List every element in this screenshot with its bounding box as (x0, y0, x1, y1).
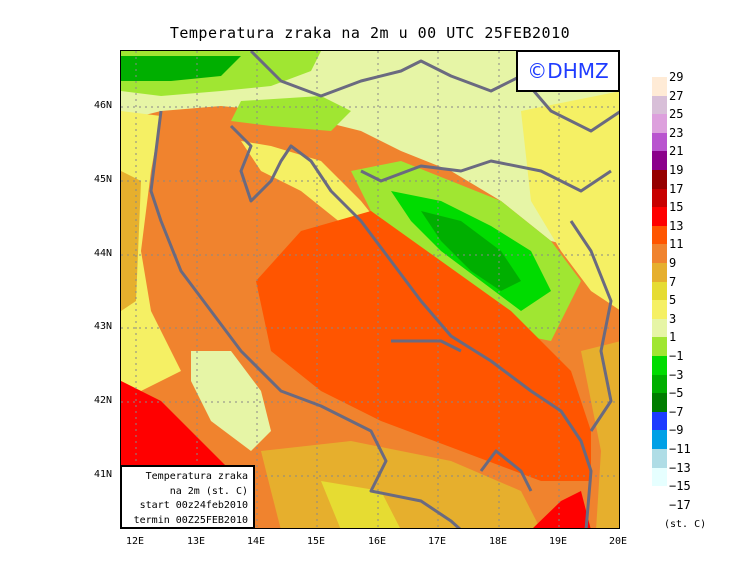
info-line-1: Temperatura zraka (145, 471, 248, 482)
legend-label: −9 (669, 423, 684, 438)
info-line-2: na 2m (st. C) (169, 485, 248, 497)
dinaric-green-dark (421, 211, 521, 291)
lat-label: 46N (94, 100, 113, 111)
legend-color-box (652, 411, 667, 431)
legend-color-box (652, 207, 667, 226)
legend-color-box (652, 132, 667, 152)
legend-label: 9 (669, 256, 677, 270)
legend-color-box (652, 170, 667, 189)
lon-label: 18E (488, 536, 508, 547)
lon-label: 17E (427, 536, 447, 547)
legend-color-box (652, 114, 667, 133)
legend-label: 13 (669, 218, 684, 233)
legend-label: −17 (669, 497, 691, 512)
legend-color-box (652, 430, 667, 449)
south-gold (261, 441, 540, 528)
legend-color-box (652, 244, 667, 263)
legend-color-box (652, 151, 667, 170)
legend-color-box (652, 188, 667, 208)
info-line-3: start 00z24feb2010 (139, 500, 248, 511)
legend-label: 23 (669, 125, 684, 140)
southeast-red (533, 491, 591, 528)
italy-cool (191, 351, 271, 451)
lat-label: 43N (94, 321, 113, 332)
legend-color-box (652, 393, 667, 412)
lat-label: 45N (94, 174, 113, 185)
legend-label: 3 (669, 311, 677, 326)
legend-label: 25 (669, 107, 684, 122)
land-yellow-east (521, 91, 619, 310)
legend-color-box (652, 449, 667, 468)
lon-label: 13E (186, 536, 206, 547)
legend-label: −13 (669, 460, 691, 475)
dhmz-logo: ©DHMZ (516, 50, 620, 92)
legend-label: −3 (669, 367, 684, 382)
lon-label: 15E (306, 536, 326, 547)
lat-label: 42N (94, 395, 113, 406)
lat-label: 41N (94, 469, 113, 480)
coastline (149, 51, 619, 528)
legend-label: 19 (669, 163, 684, 177)
lon-label: 16E (367, 536, 387, 547)
green-patches (231, 96, 351, 131)
legend-label: 15 (669, 200, 684, 215)
lon-label: 19E (548, 536, 568, 547)
info-box: Temperatura zraka na 2m (st. C) start 00… (120, 465, 255, 529)
legend-color-box (652, 95, 667, 115)
legend-color-box (652, 263, 667, 282)
legend-label: −7 (669, 404, 684, 419)
temperature-map (120, 50, 620, 529)
legend-color-box (652, 77, 667, 96)
legend-label: −1 (669, 349, 684, 363)
legend-label: −15 (669, 479, 691, 494)
legend-color-box (652, 300, 667, 319)
legend-label: 1 (669, 330, 677, 345)
lon-label: 14E (246, 536, 266, 547)
legend-color-box (652, 318, 667, 338)
legend-label: 7 (669, 274, 677, 289)
legend-label: 27 (669, 88, 684, 103)
adriatic-warm (256, 211, 591, 481)
lon-label: 20E (608, 536, 628, 547)
graticule (121, 51, 619, 528)
green-north-dark (121, 56, 241, 81)
lon-label: 12E (125, 536, 145, 547)
legend-label: 21 (669, 144, 684, 159)
legend-color-box (652, 467, 667, 487)
legend-label: −5 (669, 386, 684, 401)
info-line-4: termin 00Z25FEB2010 (133, 514, 248, 526)
legend-color-box (652, 374, 667, 394)
italy-gold (121, 171, 141, 311)
legend-color-box (652, 337, 667, 356)
legend-label: 29 (669, 70, 684, 84)
legend-label: −11 (669, 442, 691, 456)
legend-color-box (652, 281, 667, 301)
legend-unit: (st. C) (664, 519, 707, 530)
legend-color-box (652, 356, 667, 375)
lat-label: 44N (94, 248, 113, 259)
legend-label: 5 (669, 293, 677, 308)
legend-label: 17 (669, 181, 684, 196)
legend-color-box (652, 225, 667, 245)
map-title: Temperatura zraka na 2m u 00 UTC 25FEB20… (169, 24, 571, 42)
legend-label: 11 (669, 237, 684, 252)
